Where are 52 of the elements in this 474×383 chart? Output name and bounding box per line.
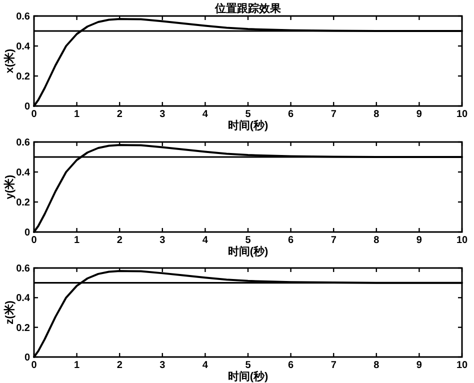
x-axis-title: 时间(秒) <box>228 119 268 132</box>
x-tick-label: 9 <box>416 109 422 120</box>
x-tick-label: 0 <box>31 235 38 246</box>
x-tick-label: 6 <box>288 109 294 120</box>
y-tick-label: 0.2 <box>16 322 30 334</box>
x-tick-label: 4 <box>202 109 208 120</box>
x-tick-label: 8 <box>374 235 380 246</box>
y-tick-label: 0.2 <box>16 198 30 208</box>
x-tick-label: 3 <box>160 235 166 246</box>
x-axis-title: 时间(秒) <box>228 245 268 258</box>
x-tick-label: 2 <box>116 235 123 246</box>
x-tick-label: 1 <box>74 109 80 120</box>
y-axis-title: x(米) <box>3 48 16 74</box>
x-tick-label: 6 <box>288 235 294 246</box>
x-tick-label: 10 <box>456 109 468 120</box>
x-tick-label: 0 <box>31 109 38 120</box>
x-tick-label: 8 <box>374 109 380 120</box>
x-tick-label: 8 <box>374 360 380 371</box>
x-tick-label: 1 <box>74 360 80 371</box>
x-axis-title: 时间(秒) <box>228 370 268 383</box>
x-tick-label: 5 <box>245 360 252 371</box>
x-tick-label: 9 <box>416 235 422 246</box>
x-tick-label: 2 <box>116 360 123 371</box>
y-axis-title: y(米) <box>3 174 16 200</box>
y-axis-title: z(米) <box>3 300 16 324</box>
y-tick-label: 0.6 <box>16 138 30 148</box>
y-tick-label: 0.4 <box>16 42 30 52</box>
y-tick-label: 0.2 <box>16 72 30 82</box>
x-tick-label: 4 <box>202 235 208 246</box>
x-tick-label: 7 <box>330 235 337 246</box>
x-tick-label: 3 <box>160 109 166 120</box>
y-tick-label: 0 <box>24 228 30 238</box>
x-tick-label: 5 <box>245 235 252 246</box>
x-tick-label: 4 <box>202 360 208 371</box>
y-tick-label: 0.4 <box>16 168 30 178</box>
y-tick-label: 0 <box>24 352 30 364</box>
chart-title: 位置跟踪效果 <box>214 2 282 15</box>
y-tick-label: 0.6 <box>16 12 30 22</box>
x-tick-label: 6 <box>288 360 294 371</box>
x-tick-label: 7 <box>330 109 337 120</box>
y-tick-label: 0 <box>24 102 30 112</box>
y-tick-label: 0.4 <box>16 293 30 304</box>
x-tick-label: 9 <box>416 360 422 371</box>
x-tick-label: 7 <box>330 360 337 371</box>
x-tick-label: 1 <box>74 235 80 246</box>
x-tick-label: 0 <box>31 360 38 371</box>
y-tick-label: 0.6 <box>16 264 30 274</box>
x-tick-label: 5 <box>245 109 252 120</box>
x-tick-label: 10 <box>456 235 468 246</box>
x-tick-label: 10 <box>456 360 468 371</box>
x-tick-label: 3 <box>160 360 166 371</box>
x-tick-label: 2 <box>116 109 123 120</box>
